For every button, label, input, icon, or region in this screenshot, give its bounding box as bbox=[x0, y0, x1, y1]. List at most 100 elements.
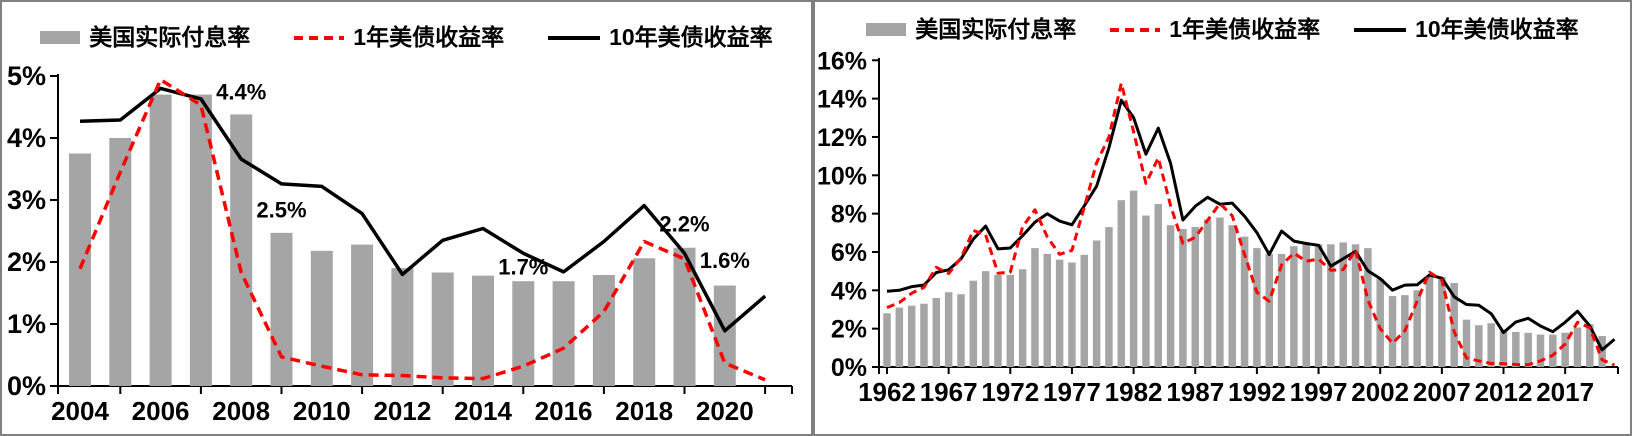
bar bbox=[1117, 200, 1126, 367]
legend-label: 10年美债收益率 bbox=[1415, 16, 1579, 42]
bar bbox=[1327, 244, 1335, 367]
line-1y-yield bbox=[78, 77, 766, 382]
bar bbox=[391, 268, 414, 386]
bar bbox=[920, 303, 928, 367]
bar bbox=[944, 292, 953, 367]
bar bbox=[270, 232, 293, 386]
bar bbox=[1549, 334, 1557, 367]
bar bbox=[969, 280, 978, 367]
x-tick-label: 2012 bbox=[1475, 377, 1533, 407]
bar bbox=[1055, 259, 1064, 367]
bar bbox=[1253, 248, 1261, 367]
bar bbox=[1043, 253, 1052, 367]
bar bbox=[957, 294, 965, 367]
data-label: 1.7% bbox=[498, 254, 548, 279]
bar bbox=[1499, 330, 1508, 367]
y-tick-label: 2% bbox=[831, 316, 867, 344]
bar bbox=[1586, 324, 1594, 367]
legend-right-chart: 美国实际付息率 1年美债收益率 10年美债收益率 bbox=[815, 18, 1630, 41]
y-tick-label: 8% bbox=[831, 201, 867, 229]
chart-panel-1962-2021: 美国实际付息率 1年美债收益率 10年美债收益率 0% 2% 4% 6% 8% 10% 12… bbox=[813, 0, 1632, 436]
bar bbox=[1536, 334, 1545, 367]
bar bbox=[1364, 248, 1372, 367]
data-label: 4.4% bbox=[216, 80, 266, 105]
y-tick-label: 16% bbox=[817, 47, 867, 75]
legend-item-1y-yield: 1年美债收益率 bbox=[294, 26, 504, 49]
x-tick-label: 2002 bbox=[1351, 377, 1409, 407]
bar bbox=[1524, 332, 1532, 367]
y-tick-label: 4% bbox=[831, 277, 867, 305]
bar bbox=[883, 313, 891, 367]
bar bbox=[1191, 227, 1199, 367]
gray-bar-swatch-icon bbox=[866, 23, 907, 36]
y-tick-label: 4% bbox=[7, 123, 46, 153]
y-tick-label: 5% bbox=[7, 61, 46, 91]
legend-item-10y-yield: 10年美债收益率 bbox=[1354, 18, 1579, 41]
x-tick-label: 2020 bbox=[696, 396, 754, 426]
bar bbox=[1314, 244, 1323, 367]
data-label: 2.5% bbox=[256, 197, 306, 222]
bar bbox=[907, 305, 916, 367]
bar bbox=[1290, 246, 1298, 367]
y-tick-label: 0% bbox=[831, 354, 867, 382]
legend-label: 美国实际付息率 bbox=[915, 16, 1077, 42]
line-1y-yield bbox=[886, 81, 1616, 367]
bar bbox=[1339, 242, 1347, 367]
bar bbox=[1129, 190, 1138, 367]
bar bbox=[1376, 278, 1384, 367]
y-tick-label: 3% bbox=[7, 185, 46, 215]
bar bbox=[1006, 274, 1015, 367]
x-tick-label: 2006 bbox=[132, 396, 190, 426]
legend-item-interest-paid: 美国实际付息率 bbox=[40, 26, 250, 49]
x-tick-label: 1962 bbox=[858, 377, 916, 407]
bar bbox=[1031, 248, 1039, 367]
x-tick-label: 1997 bbox=[1290, 377, 1348, 407]
bar bbox=[310, 250, 333, 386]
bar bbox=[1598, 335, 1606, 367]
bar bbox=[1240, 236, 1249, 367]
bar bbox=[552, 281, 575, 386]
bar bbox=[1068, 262, 1076, 367]
y-tick-label: 14% bbox=[817, 86, 867, 114]
bar bbox=[189, 94, 212, 386]
y-tick-label: 12% bbox=[817, 124, 867, 152]
x-tick-label: 2004 bbox=[51, 396, 109, 426]
bar bbox=[1487, 323, 1495, 367]
bar bbox=[713, 285, 736, 386]
x-tick-label: 2010 bbox=[293, 396, 351, 426]
bar bbox=[981, 271, 990, 367]
bar bbox=[1265, 253, 1273, 367]
bar bbox=[1142, 215, 1150, 367]
x-tick-label: 2014 bbox=[454, 396, 512, 426]
bar bbox=[895, 307, 904, 367]
legend-item-interest-paid: 美国实际付息率 bbox=[866, 18, 1076, 41]
bar bbox=[1413, 290, 1421, 367]
bar bbox=[994, 274, 1002, 367]
chart-panel-2004-2021: 美国实际付息率 1年美债收益率 10年美债收益率 0% 1% 2% 3% 4% 5% 200… bbox=[0, 0, 813, 436]
bar bbox=[1388, 296, 1397, 367]
black-line-swatch-icon bbox=[1354, 27, 1407, 32]
red-dashed-line-swatch-icon bbox=[294, 35, 345, 40]
bar bbox=[1302, 242, 1310, 367]
us-rates-chart-2004-2021: 0% 1% 2% 3% 4% 5% 2004 2006 2008 2010 2012 2014 2016… bbox=[7, 61, 793, 426]
legend-item-1y-yield: 1年美债收益率 bbox=[1110, 18, 1320, 41]
bar bbox=[1561, 332, 1569, 367]
line-10y-yield bbox=[886, 98, 1616, 352]
y-tick-label: 10% bbox=[817, 162, 867, 190]
red-dashed-line-swatch-icon bbox=[1110, 27, 1161, 32]
legend-left-chart: 美国实际付息率 1年美债收益率 10年美债收益率 bbox=[2, 26, 811, 49]
x-tick-label: 1972 bbox=[981, 377, 1039, 407]
y-tick-label: 1% bbox=[7, 309, 46, 339]
legend-label: 1年美债收益率 bbox=[353, 24, 505, 50]
bar bbox=[1573, 327, 1582, 367]
us-rates-chart-1962-2021: 0%2%4%6%8%10%12%14%16%1962 1967 1972 1977 19… bbox=[817, 47, 1619, 407]
bar bbox=[1450, 283, 1458, 367]
x-tick-label: 2017 bbox=[1536, 377, 1594, 407]
legend-item-10y-yield: 10年美债收益率 bbox=[548, 26, 773, 49]
bar bbox=[1425, 276, 1434, 367]
x-tick-label: 1987 bbox=[1166, 377, 1224, 407]
bar bbox=[1462, 319, 1471, 367]
x-tick-label: 1992 bbox=[1228, 377, 1286, 407]
bar bbox=[932, 297, 941, 367]
